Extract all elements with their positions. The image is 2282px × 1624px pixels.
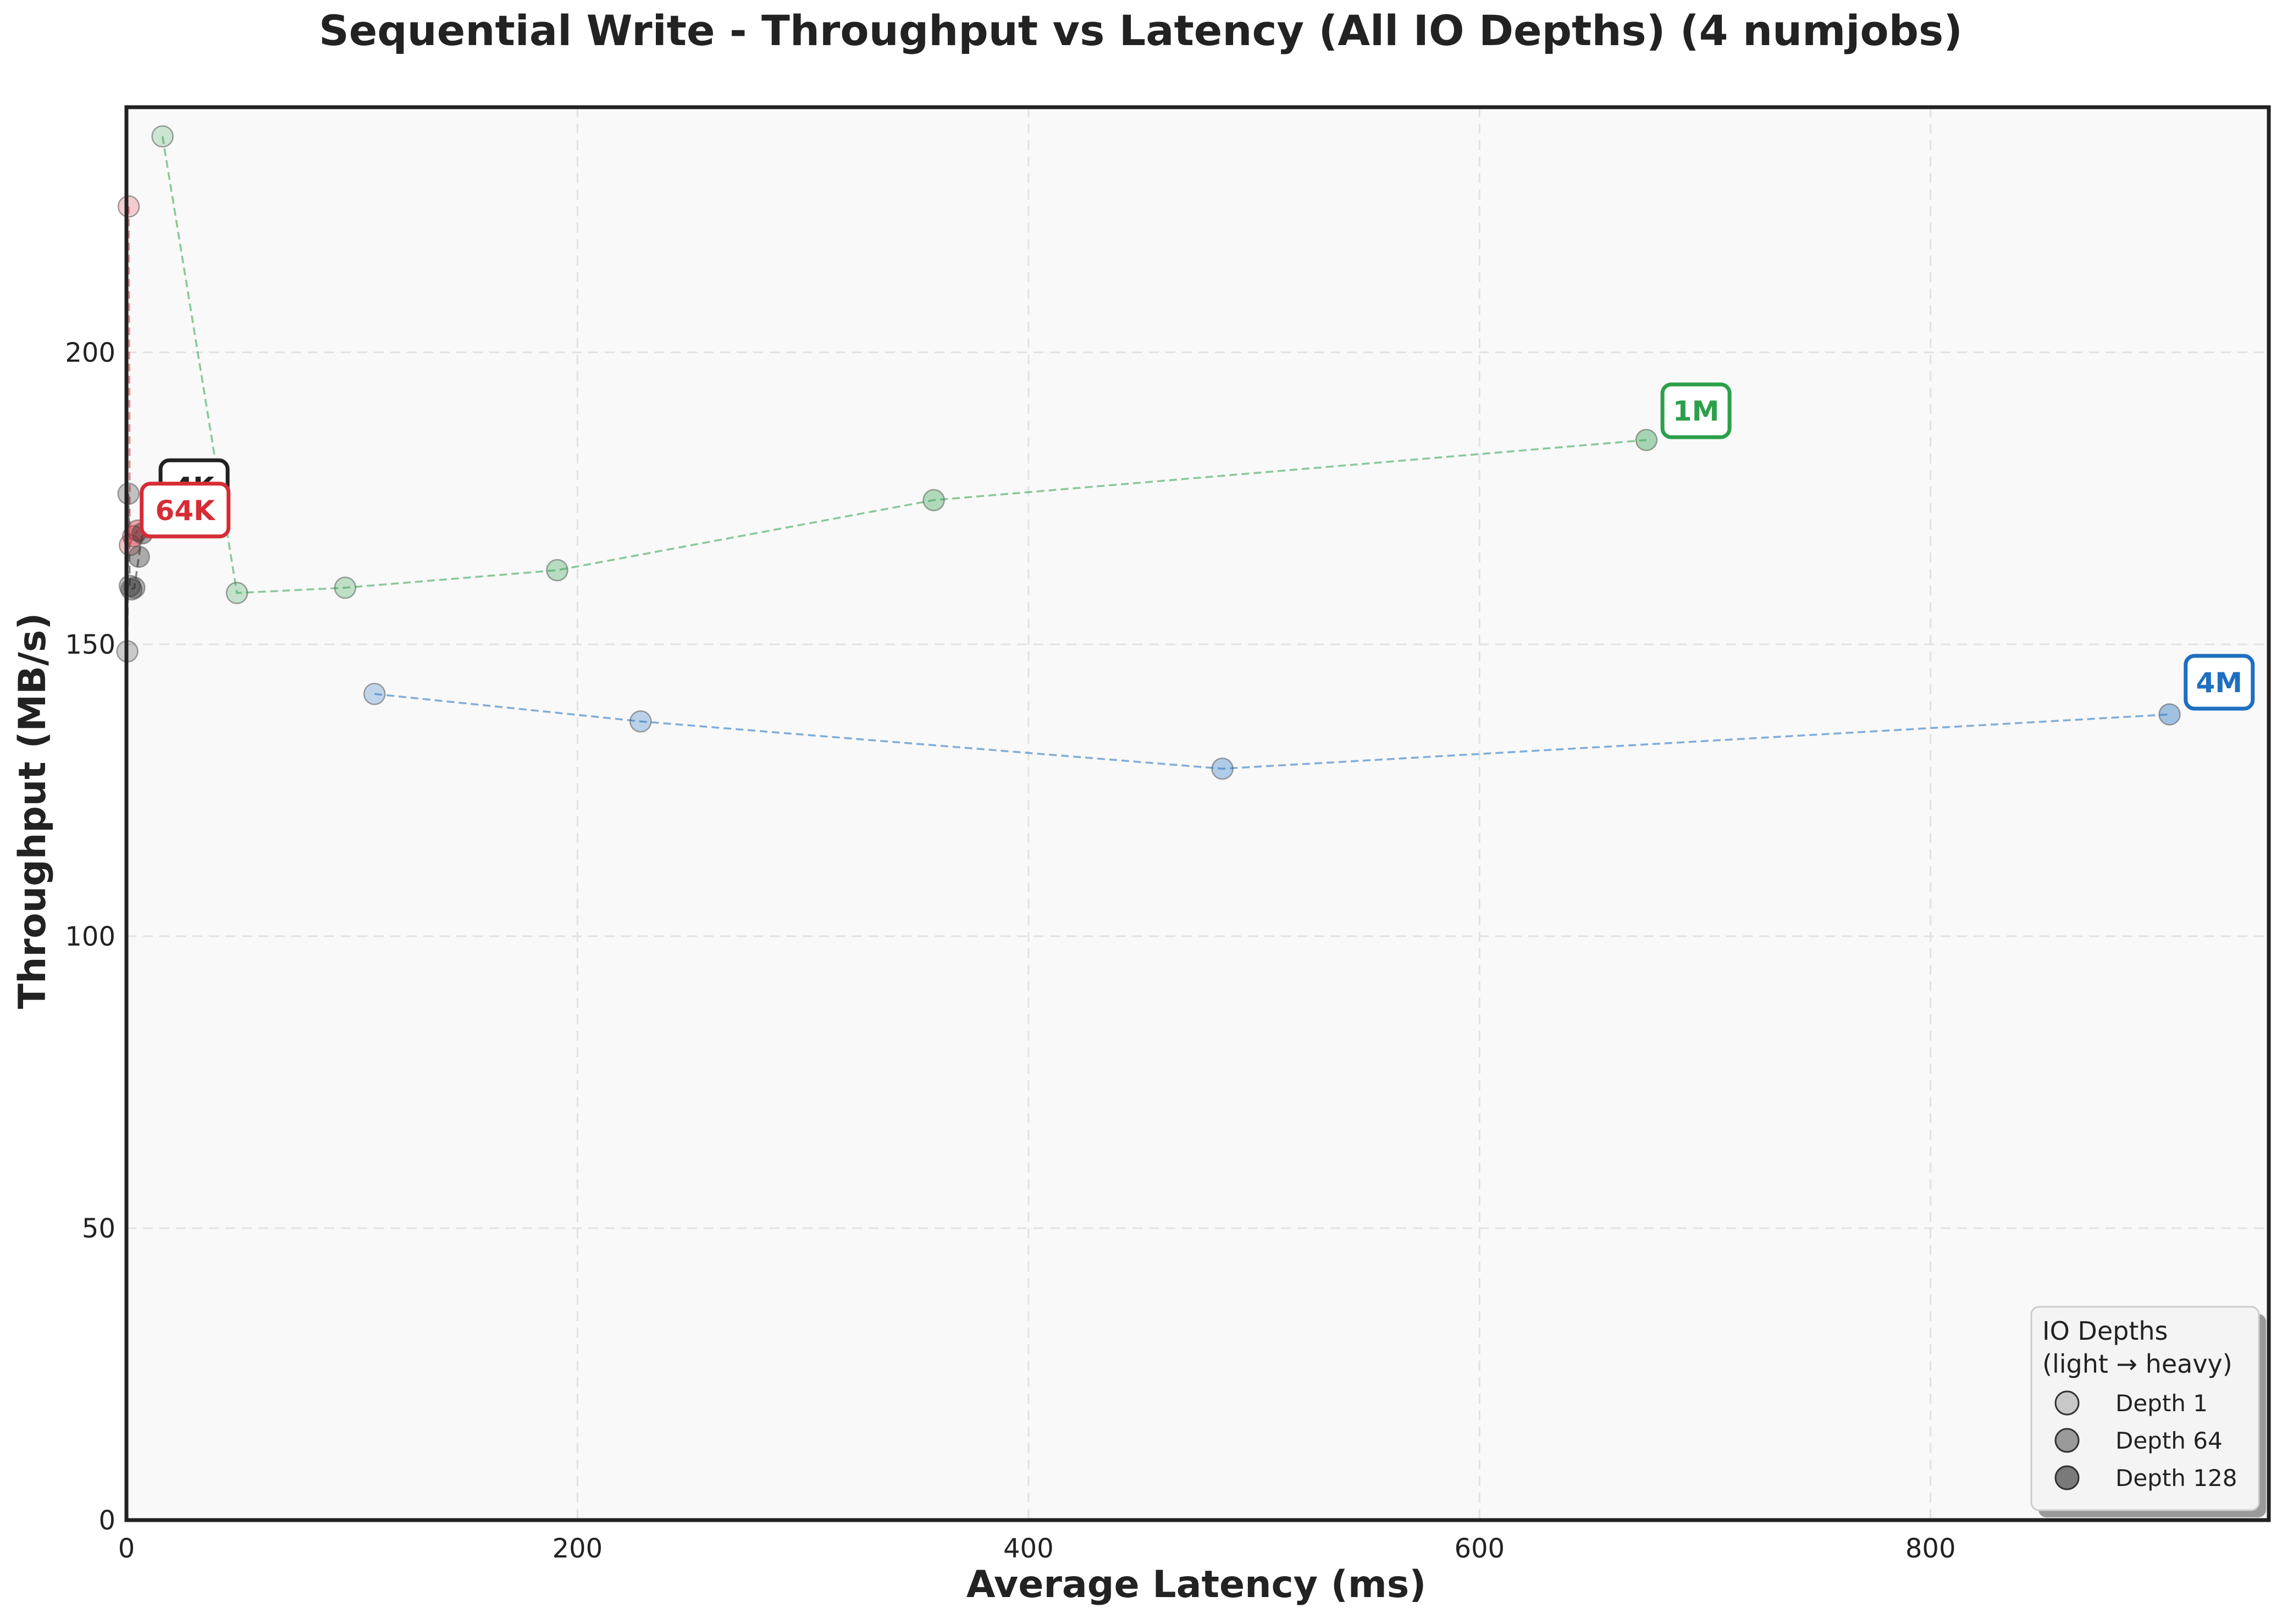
- series-label-text: 1M: [1673, 395, 1720, 427]
- y-tick-label: 0: [98, 1505, 115, 1536]
- series-label-box: [2184, 654, 2255, 711]
- legend-box: [2030, 1306, 2260, 1511]
- legend-marker: [2054, 1465, 2080, 1490]
- data-point-1m: [334, 576, 357, 599]
- data-point-4m: [629, 710, 652, 733]
- axis-ticks: 0 200 400 600 800 0 50 100 150 200: [65, 338, 1955, 1564]
- data-point-4m: [1211, 757, 1234, 780]
- plot-frame: [124, 105, 2271, 1522]
- legend-title: IO Depths: [2042, 1316, 2168, 1346]
- series-line-1m: [161, 136, 1646, 594]
- series-label-box: [140, 482, 231, 539]
- legend-entry-label: Depth 1: [2115, 1390, 2208, 1417]
- x-tick-label: 200: [552, 1533, 603, 1564]
- legend-entry-label: Depth 64: [2115, 1427, 2223, 1454]
- data-point-4k: [128, 545, 150, 568]
- y-tick-label: 150: [65, 629, 115, 660]
- y-tick-label: 200: [65, 338, 115, 368]
- x-tick-label: 800: [1905, 1533, 1956, 1564]
- grid-lines: [126, 107, 2269, 1520]
- x-axis-label: Average Latency (ms): [966, 1563, 1427, 1606]
- series-lines: [126, 136, 2170, 770]
- chart-title: Sequential Write - Throughput vs Latency…: [319, 6, 1963, 55]
- data-point-4k: [117, 482, 140, 505]
- series-label-4m: 4M: [2184, 654, 2255, 711]
- x-tick-label: 600: [1454, 1533, 1505, 1564]
- series-line-64k: [128, 206, 139, 546]
- y-tick-label: 100: [65, 921, 115, 952]
- data-point-4m: [2158, 703, 2181, 726]
- legend-entry-label: Depth 128: [2115, 1465, 2237, 1492]
- data-point-1m: [546, 559, 568, 582]
- series-line-4k: [126, 494, 143, 651]
- y-axis-label: Throughput (MB/s): [11, 613, 54, 1009]
- data-point-64k: [117, 195, 140, 218]
- x-tick-label: 400: [1003, 1533, 1054, 1564]
- y-tick-label: 50: [82, 1213, 115, 1244]
- series-label-text: 64K: [155, 495, 216, 527]
- data-point-4k: [123, 576, 146, 599]
- plot-area: [126, 107, 2269, 1520]
- series-label-64k: 64K: [140, 482, 231, 539]
- data-point-4m: [363, 683, 386, 705]
- series-label-text: 4M: [2196, 667, 2242, 699]
- data-point-1m: [922, 489, 945, 511]
- legend: IO Depths (light → heavy) Depth 1 Depth 6…: [2030, 1306, 2266, 1517]
- series-labels: 4K64K1M4M: [140, 382, 2255, 711]
- legend-marker: [2054, 1390, 2080, 1416]
- x-tick-label: 0: [118, 1533, 135, 1564]
- legend-subtitle: (light → heavy): [2042, 1349, 2233, 1379]
- data-point-1m: [225, 582, 248, 604]
- series-label-1m: 1M: [1660, 382, 1732, 439]
- legend-entries: Depth 1 Depth 64 Depth 128: [2054, 1390, 2237, 1492]
- series-line-4m: [374, 693, 2170, 770]
- series-label-box: [1660, 382, 1732, 439]
- data-point-1m: [1635, 429, 1658, 451]
- data-point-1m: [151, 125, 174, 148]
- legend-marker: [2054, 1428, 2080, 1453]
